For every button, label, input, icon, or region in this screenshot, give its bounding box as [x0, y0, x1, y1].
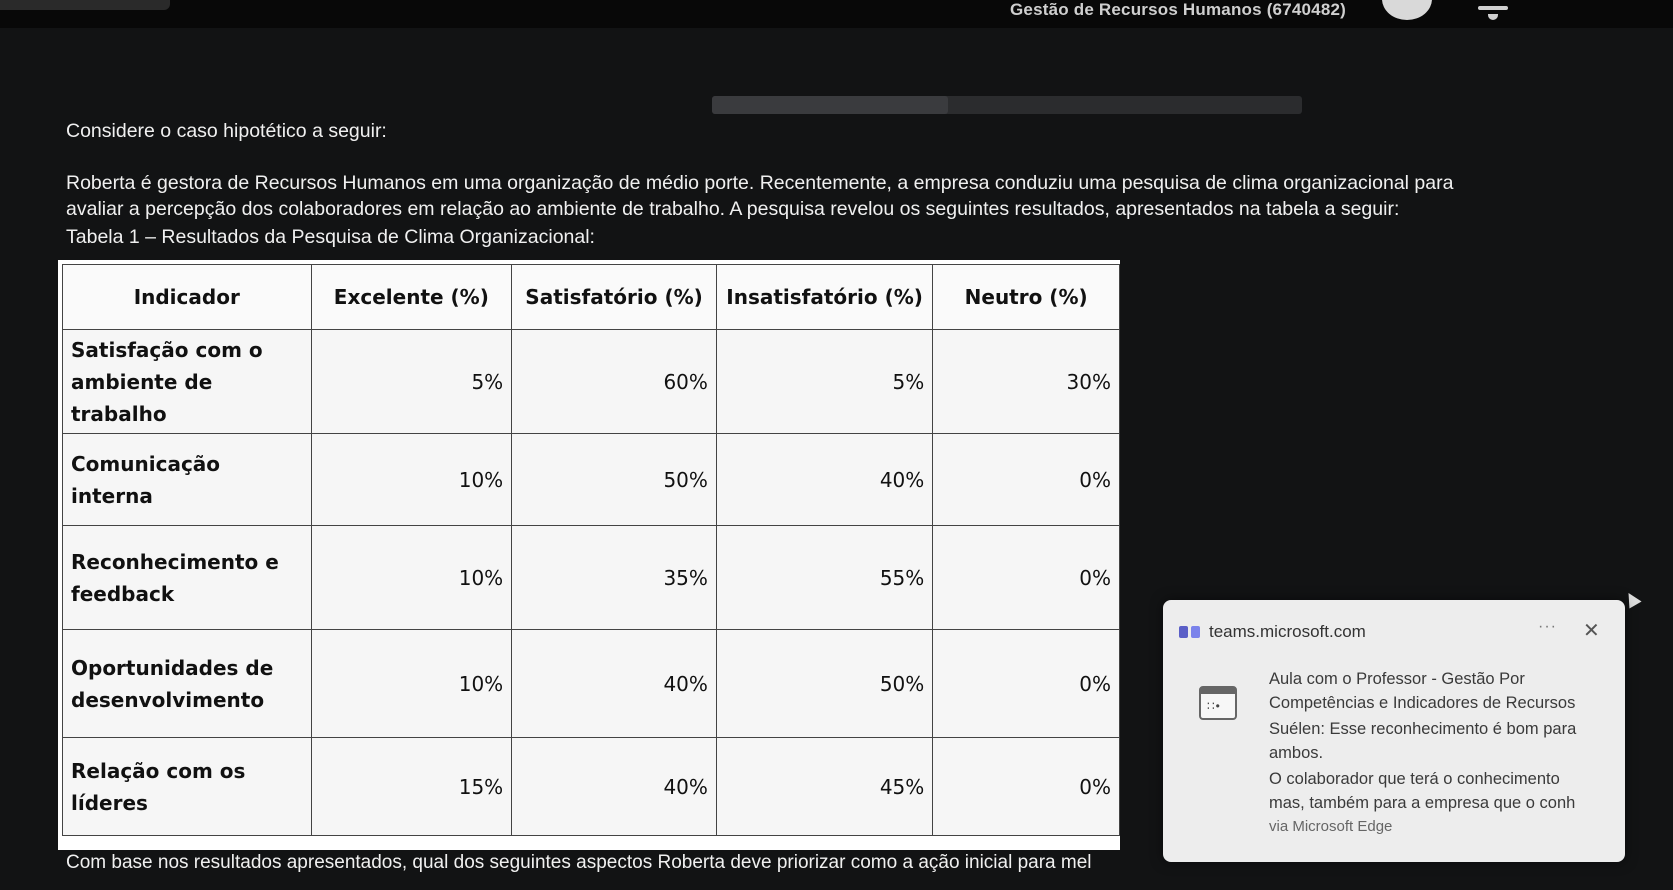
- header-neutro: Neutro (%): [932, 264, 1120, 330]
- value-cell: 0%: [932, 525, 1120, 630]
- indicator-cell: Comunicação interna: [62, 433, 312, 526]
- notification-line3: Suélen: Esse reconhecimento é bom para: [1269, 720, 1577, 738]
- indicator-cell: Reconhecimento e feedback: [62, 525, 312, 630]
- question-paragraph-line1: Roberta é gestora de Recursos Humanos em…: [66, 172, 1454, 194]
- value-cell: 5%: [310, 329, 513, 434]
- value-cell: 0%: [932, 737, 1120, 836]
- value-cell: 45%: [715, 737, 934, 836]
- value-cell: 40%: [715, 433, 934, 526]
- table-header-row: Indicador Excelente (%) Satisfatório (%)…: [62, 264, 1120, 330]
- value-cell: 40%: [511, 629, 717, 738]
- value-cell: 5%: [715, 329, 934, 434]
- value-cell: 10%: [310, 525, 513, 630]
- question-prompt: Com base nos resultados apresentados, qu…: [66, 852, 1092, 873]
- table-row: Comunicação interna 10% 50% 40% 0%: [62, 433, 1120, 526]
- mouse-cursor-icon: [1622, 589, 1642, 609]
- more-options-icon[interactable]: ···: [1538, 618, 1557, 635]
- value-cell: 10%: [310, 433, 513, 526]
- avatar[interactable]: [1382, 0, 1432, 20]
- question-intro: Considere o caso hipotético a seguir:: [66, 120, 387, 142]
- value-cell: 15%: [310, 737, 513, 836]
- notification-source: teams.microsoft.com: [1209, 622, 1366, 641]
- value-cell: 60%: [511, 329, 717, 434]
- header-indicador: Indicador: [62, 264, 312, 330]
- top-bar: Gestão de Recursos Humanos (6740482): [0, 0, 1673, 28]
- indicator-cell: Satisfação com o ambiente de trabalho: [62, 329, 312, 434]
- notification-line1: Aula com o Professor - Gestão Por: [1269, 670, 1525, 688]
- header-insatisfatorio: Insatisfatório (%): [715, 264, 934, 330]
- notification-line5: O colaborador que terá o conhecimento: [1269, 770, 1560, 788]
- indicator-cell: Oportunidades de desenvolvimento: [62, 629, 312, 738]
- progress-fill: [712, 96, 948, 114]
- brand-logo: [0, 0, 170, 10]
- close-icon[interactable]: ✕: [1583, 620, 1600, 642]
- value-cell: 0%: [932, 433, 1120, 526]
- indicator-cell: Relação com os líderes: [62, 737, 312, 836]
- table-row: Satisfação com o ambiente de trabalho 5%…: [62, 329, 1120, 434]
- table-row: Reconhecimento e feedback 10% 35% 55% 0%: [62, 525, 1120, 630]
- notification-line2: Competências e Indicadores de Recursos: [1269, 694, 1576, 712]
- value-cell: 35%: [511, 525, 717, 630]
- notification-line4: ambos.: [1269, 744, 1324, 762]
- results-table-container: Indicador Excelente (%) Satisfatório (%)…: [58, 260, 1120, 850]
- results-table: Indicador Excelente (%) Satisfatório (%)…: [62, 264, 1120, 836]
- notification-bell-icon[interactable]: [1478, 6, 1508, 20]
- table-row: Oportunidades de desenvolvimento 10% 40%…: [62, 629, 1120, 738]
- value-cell: 55%: [715, 525, 934, 630]
- header-excelente: Excelente (%): [310, 264, 513, 330]
- notification-via: via Microsoft Edge: [1269, 818, 1393, 835]
- teams-icon: [1179, 624, 1201, 640]
- calendar-icon: ∷•: [1199, 686, 1237, 720]
- value-cell: 0%: [932, 629, 1120, 738]
- question-paragraph-line2: avaliar a percepção dos colaboradores em…: [66, 198, 1400, 220]
- value-cell: 10%: [310, 629, 513, 738]
- table-row: Relação com os líderes 15% 40% 45% 0%: [62, 737, 1120, 836]
- header-satisfatorio: Satisfatório (%): [511, 264, 717, 330]
- value-cell: 30%: [932, 329, 1120, 434]
- teams-notification[interactable]: teams.microsoft.com ··· ✕ ∷• Aula com o …: [1163, 600, 1625, 862]
- notification-line6: mas, também para a empresa que o conh: [1269, 794, 1576, 812]
- value-cell: 50%: [715, 629, 934, 738]
- course-title: Gestão de Recursos Humanos (6740482): [1010, 0, 1347, 19]
- value-cell: 50%: [511, 433, 717, 526]
- value-cell: 40%: [511, 737, 717, 836]
- table-caption: Tabela 1 – Resultados da Pesquisa de Cli…: [66, 226, 595, 248]
